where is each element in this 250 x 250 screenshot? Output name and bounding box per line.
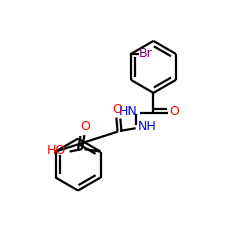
Text: HN: HN xyxy=(118,106,137,118)
Text: O: O xyxy=(80,120,90,132)
Text: O: O xyxy=(113,102,122,116)
Text: O: O xyxy=(170,106,179,118)
Text: NH: NH xyxy=(137,120,156,133)
Text: HO: HO xyxy=(47,144,66,157)
Text: Br: Br xyxy=(139,47,153,60)
